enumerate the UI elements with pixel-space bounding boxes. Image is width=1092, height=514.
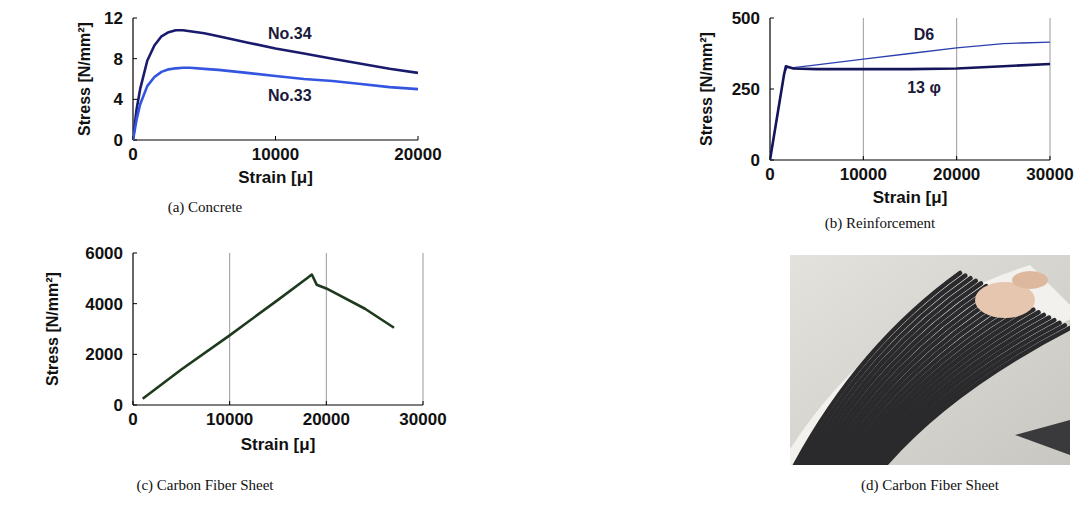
x-axis-title: Strain [μ]: [873, 188, 948, 207]
y-tick-label: 4: [114, 90, 124, 109]
x-tick-label: 0: [765, 165, 774, 184]
series-line: [143, 275, 394, 399]
fiber-stripe: [885, 328, 1070, 465]
panel: 0 10000 20000 30000 0 2000 4000 6000 Strain [μ] S…: [44, 244, 447, 494]
y-tick: [133, 58, 137, 59]
series-line: [133, 68, 418, 140]
x-tick-label: 30000: [1026, 165, 1073, 184]
y-tick-label: 8: [114, 50, 123, 69]
grid-line: [326, 253, 327, 405]
grid-line: [423, 253, 424, 405]
y-tick-label: 12: [104, 9, 123, 28]
panel-caption: (b) Reinforcement: [825, 215, 936, 232]
y-tick-label: 0: [114, 396, 123, 415]
grid-line: [1050, 18, 1051, 160]
y-tick: [133, 303, 137, 304]
x-tick-label: 20000: [933, 165, 980, 184]
y-axis-title: Stress [N/mm²]: [44, 272, 61, 386]
y-tick-label: 0: [114, 131, 123, 150]
y-axis: [769, 18, 770, 160]
x-tick-label: 20000: [303, 410, 350, 429]
lines: [770, 42, 1050, 160]
series-line: [133, 30, 418, 140]
x-tick-label: 30000: [399, 410, 446, 429]
x-axis-title: Strain [μ]: [241, 435, 316, 454]
series-label: No.33: [268, 87, 312, 104]
sheet: [790, 265, 1070, 465]
y-axis: [132, 18, 133, 140]
y-axis-title: Stress [N/mm²]: [76, 22, 93, 136]
y-tick-label: 0: [751, 151, 760, 170]
series-label: D6: [914, 26, 935, 43]
series-label: 13 φ: [907, 79, 941, 96]
series-line: [770, 64, 1050, 160]
y-tick-label: 4000: [85, 295, 123, 314]
panel: 0 10000 20000 30000 0 250 500 Strain [μ] Stress …: [698, 9, 1074, 232]
panel-caption: (a) Concrete: [168, 199, 243, 216]
x-tick-label: 0: [128, 145, 137, 164]
x-axis: [133, 139, 418, 140]
x-tick-label: 0: [128, 410, 137, 429]
lines: [133, 30, 418, 140]
hand: [1012, 271, 1048, 289]
panel-caption: (d) Carbon Fiber Sheet: [861, 477, 1000, 494]
y-axis-title: Stress [N/mm²]: [698, 32, 715, 146]
x-axis: [770, 159, 1050, 160]
y-tick-label: 2000: [85, 345, 123, 364]
x-tick-label: 20000: [394, 145, 441, 164]
y-tick: [133, 253, 137, 254]
series-line: [770, 42, 1050, 160]
y-tick: [133, 18, 137, 19]
panel: 0 10000 20000 0 4 8 12 Strain [μ] Stress [N/mm²]…: [76, 9, 442, 216]
x-tick-label: 10000: [840, 165, 887, 184]
x-axis: [133, 404, 423, 405]
panel-caption: (c) Carbon Fiber Sheet: [136, 477, 274, 494]
figure: 0100002000004812Strain [μ]Stress [N/mm²]…: [0, 0, 1092, 514]
photo-bg: [790, 255, 1070, 465]
grid-line: [229, 253, 230, 405]
y-tick-label: 500: [732, 9, 760, 28]
lines: [143, 275, 394, 399]
sheet-piece: [1015, 420, 1070, 455]
grid-line: [956, 18, 957, 160]
photo: (d) Carbon Fiber Sheet: [780, 255, 1080, 494]
y-tick: [133, 354, 137, 355]
y-tick-label: 6000: [85, 244, 123, 263]
x-axis-title: Strain [μ]: [238, 168, 313, 187]
photo-content: [790, 255, 1070, 465]
y-axis: [132, 253, 133, 405]
y-tick-label: 250: [732, 80, 760, 99]
grid-line: [863, 18, 864, 160]
x-tick-label: 10000: [252, 145, 299, 164]
series-label: No.34: [268, 25, 312, 42]
y-tick: [133, 99, 137, 100]
x-tick-label: 10000: [206, 410, 253, 429]
